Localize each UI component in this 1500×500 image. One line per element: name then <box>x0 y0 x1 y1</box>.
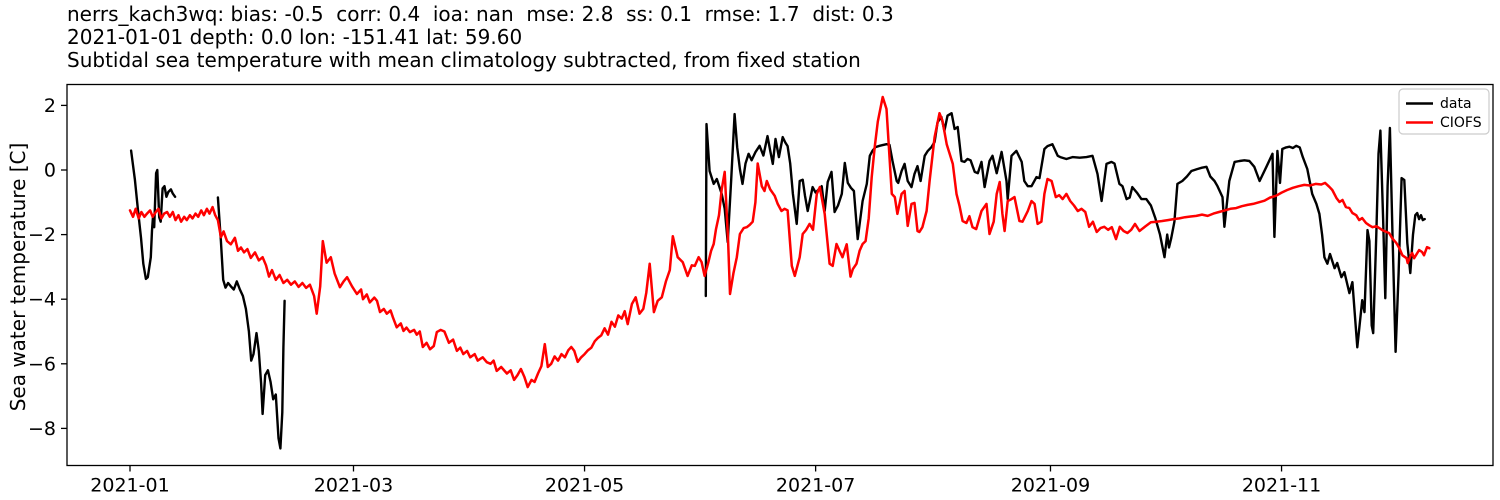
legend-label-ciofs: CIOFS <box>1440 115 1482 131</box>
y-tick-label: 0 <box>44 160 56 182</box>
series-line-data <box>216 196 286 450</box>
y-tick-label: −2 <box>28 224 56 246</box>
x-tick-label: 2021-07 <box>776 475 855 497</box>
x-tick-label: 2021-09 <box>1011 475 1090 497</box>
legend: data CIOFS <box>1398 88 1490 135</box>
axis-ticks: 2021-01 2021-03 2021-05 2021-07 2021-09 2021-… <box>28 95 1321 497</box>
legend-label-data: data <box>1440 96 1472 112</box>
series-line-data <box>704 111 1426 353</box>
y-tick-label: −8 <box>28 418 56 440</box>
x-tick-label: 2021-11 <box>1242 475 1321 497</box>
figure-title-stats: nerrs_kach3wq: bias: -0.5 corr: 0.4 ioa:… <box>67 2 894 26</box>
series-line-CIOFS <box>128 95 1431 389</box>
figure-title-meta: 2021-01-01 depth: 0.0 lon: -151.41 lat: … <box>67 25 523 49</box>
x-tick-label: 2021-01 <box>90 475 169 497</box>
series-line-data <box>129 149 177 281</box>
x-tick-label: 2021-03 <box>314 475 393 497</box>
y-tick-label: 2 <box>44 95 56 117</box>
figure-title-description: Subtidal sea temperature with mean clima… <box>67 48 861 72</box>
x-tick-label: 2021-05 <box>545 475 624 497</box>
plot-border <box>66 83 1494 467</box>
series-layer <box>128 95 1431 450</box>
y-tick-label: −4 <box>28 289 56 311</box>
y-tick-label: −6 <box>28 353 56 375</box>
